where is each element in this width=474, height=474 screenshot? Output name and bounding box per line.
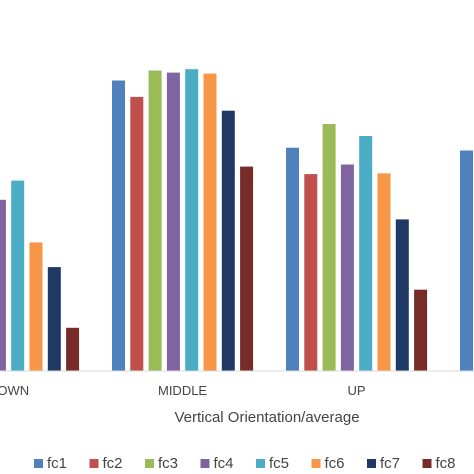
bar-fc8-down: [66, 327, 80, 371]
legend-swatch-fc3: [145, 459, 154, 468]
legend-swatch-fc8: [422, 459, 432, 468]
x-tick-labels: DOWN MIDDLE UP: [0, 383, 366, 398]
legend: fc1 fc2 fc3 fc4 fc5 fc6 fc7 fc8: [34, 455, 456, 472]
bar-fc2-middle: [130, 96, 144, 372]
legend-swatch-fc6: [311, 459, 321, 468]
bar-fc6-up: [377, 173, 391, 371]
bar-fc7-middle: [221, 110, 235, 371]
x-tick-label: UP: [348, 383, 366, 398]
bar-fc1-up: [286, 147, 299, 371]
legend-label-fc2: fc2: [103, 455, 123, 472]
bar-fc2-up: [304, 174, 318, 371]
bar-fc6-middle: [203, 73, 217, 371]
bar-fc5-middle: [185, 69, 199, 371]
bar-fc3-middle: [148, 70, 162, 371]
legend-swatch-fc4: [200, 459, 210, 468]
legend-swatch-fc2: [89, 459, 99, 468]
x-tick-label: MIDDLE: [158, 383, 207, 398]
bar-fc4-down: [0, 199, 6, 371]
x-axis-title: Vertical Orientation/average: [174, 409, 359, 426]
bar-fc3-up: [322, 124, 336, 371]
bar-fc6-down: [29, 242, 43, 371]
legend-label-fc5: fc5: [269, 455, 289, 472]
x-tick-label: DOWN: [0, 383, 29, 398]
legend-swatch-fc1: [34, 459, 43, 468]
legend-label-fc1: fc1: [47, 455, 67, 472]
bar-fc4-middle: [166, 72, 180, 371]
legend-swatch-fc7: [367, 459, 376, 468]
bar-fc8-up: [414, 289, 428, 371]
bar-fc8-middle: [240, 166, 254, 371]
legend-swatch-fc5: [256, 459, 265, 468]
bar-fc5-up: [359, 136, 373, 371]
bar-fc4-up: [340, 164, 354, 371]
bar-fc1-middle: [112, 80, 125, 371]
bar-fc1-group-3: [460, 150, 473, 371]
bars-group: [0, 69, 473, 372]
legend-label-fc7: fc7: [380, 455, 400, 472]
bar-fc5-down: [11, 180, 25, 371]
legend-label-fc6: fc6: [325, 455, 345, 472]
bar-fc7-up: [395, 219, 409, 371]
legend-label-fc3: fc3: [158, 455, 178, 472]
legend-label-fc4: fc4: [214, 455, 234, 472]
legend-label-fc8: fc8: [436, 455, 456, 472]
bar-fc7-down: [47, 267, 61, 371]
